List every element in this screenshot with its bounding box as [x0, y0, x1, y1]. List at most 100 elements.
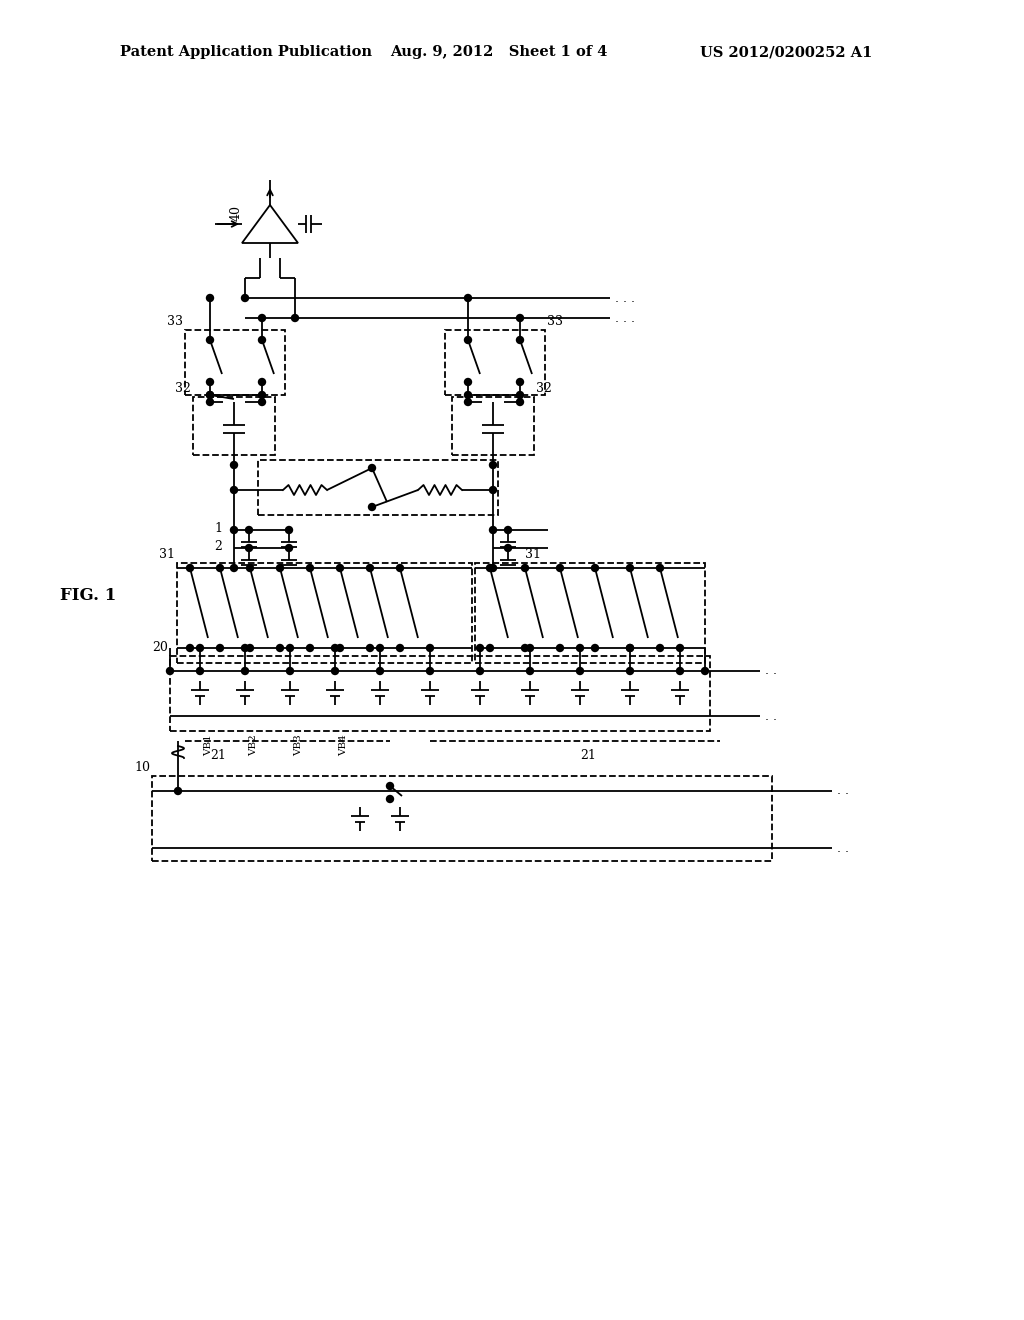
- Circle shape: [258, 314, 265, 322]
- Circle shape: [577, 668, 584, 675]
- Circle shape: [207, 337, 213, 343]
- Circle shape: [258, 399, 265, 405]
- Circle shape: [242, 668, 249, 675]
- Circle shape: [427, 668, 433, 675]
- Circle shape: [592, 644, 598, 652]
- Circle shape: [556, 565, 563, 572]
- Text: 20: 20: [153, 642, 168, 653]
- Circle shape: [476, 668, 483, 675]
- Bar: [258, 459, 498, 515]
- Text: 1: 1: [214, 521, 222, 535]
- Circle shape: [516, 392, 523, 399]
- Circle shape: [489, 487, 497, 494]
- Circle shape: [242, 294, 249, 301]
- Bar: [193, 397, 275, 455]
- Circle shape: [246, 544, 253, 552]
- Text: . .: . .: [765, 710, 777, 722]
- Bar: [170, 656, 710, 731]
- Circle shape: [377, 644, 384, 652]
- Circle shape: [677, 668, 683, 675]
- Circle shape: [369, 465, 376, 471]
- Bar: [445, 330, 545, 395]
- Text: 10: 10: [134, 762, 150, 774]
- Circle shape: [505, 544, 512, 552]
- Circle shape: [230, 462, 238, 469]
- Circle shape: [216, 565, 223, 572]
- Circle shape: [207, 399, 213, 405]
- Circle shape: [286, 544, 293, 552]
- Circle shape: [369, 503, 376, 511]
- Circle shape: [627, 644, 634, 652]
- Circle shape: [332, 668, 339, 675]
- Circle shape: [286, 527, 293, 533]
- Circle shape: [292, 314, 299, 322]
- Circle shape: [427, 644, 433, 652]
- Circle shape: [489, 565, 497, 572]
- Bar: [177, 564, 472, 663]
- Text: US 2012/0200252 A1: US 2012/0200252 A1: [700, 45, 872, 59]
- Circle shape: [656, 565, 664, 572]
- Circle shape: [287, 668, 294, 675]
- Circle shape: [465, 379, 471, 385]
- Circle shape: [486, 644, 494, 652]
- Circle shape: [207, 392, 213, 399]
- Text: . .: . .: [837, 842, 849, 854]
- Text: 33: 33: [547, 315, 563, 327]
- Circle shape: [306, 644, 313, 652]
- Circle shape: [465, 294, 471, 301]
- Circle shape: [521, 644, 528, 652]
- Text: 21: 21: [210, 748, 226, 762]
- Text: Aug. 9, 2012   Sheet 1 of 4: Aug. 9, 2012 Sheet 1 of 4: [390, 45, 607, 59]
- Text: FIG. 1: FIG. 1: [60, 586, 117, 603]
- Circle shape: [465, 392, 471, 399]
- Circle shape: [247, 565, 254, 572]
- Circle shape: [174, 788, 181, 795]
- Circle shape: [287, 644, 294, 652]
- Text: 2: 2: [214, 540, 222, 553]
- Circle shape: [489, 527, 497, 533]
- Circle shape: [377, 668, 384, 675]
- Text: Patent Application Publication: Patent Application Publication: [120, 45, 372, 59]
- Circle shape: [276, 565, 284, 572]
- Circle shape: [207, 379, 213, 385]
- Circle shape: [167, 668, 173, 675]
- Circle shape: [276, 644, 284, 652]
- Circle shape: [207, 294, 213, 301]
- Bar: [152, 776, 772, 861]
- Circle shape: [701, 668, 709, 675]
- Circle shape: [197, 644, 204, 652]
- Circle shape: [486, 565, 494, 572]
- Circle shape: [246, 527, 253, 533]
- Circle shape: [207, 392, 213, 399]
- Text: 21: 21: [580, 748, 596, 762]
- Circle shape: [216, 644, 223, 652]
- Circle shape: [258, 379, 265, 385]
- Circle shape: [656, 644, 664, 652]
- Circle shape: [577, 644, 584, 652]
- Text: 32: 32: [175, 381, 191, 395]
- Circle shape: [556, 644, 563, 652]
- Circle shape: [386, 783, 393, 789]
- Text: . .: . .: [837, 784, 849, 797]
- Circle shape: [465, 337, 471, 343]
- Circle shape: [516, 379, 523, 385]
- Text: 31: 31: [525, 548, 541, 561]
- Circle shape: [516, 337, 523, 343]
- Bar: [452, 397, 534, 455]
- Circle shape: [521, 565, 528, 572]
- Circle shape: [396, 565, 403, 572]
- Circle shape: [247, 644, 254, 652]
- Text: 32: 32: [536, 381, 552, 395]
- Circle shape: [489, 462, 497, 469]
- Circle shape: [526, 668, 534, 675]
- Circle shape: [258, 337, 265, 343]
- Circle shape: [332, 644, 339, 652]
- Text: VB1: VB1: [204, 734, 213, 756]
- Circle shape: [337, 565, 343, 572]
- Circle shape: [186, 644, 194, 652]
- Circle shape: [306, 565, 313, 572]
- Circle shape: [627, 565, 634, 572]
- Text: . . .: . . .: [615, 292, 635, 305]
- Circle shape: [516, 399, 523, 405]
- Circle shape: [476, 644, 483, 652]
